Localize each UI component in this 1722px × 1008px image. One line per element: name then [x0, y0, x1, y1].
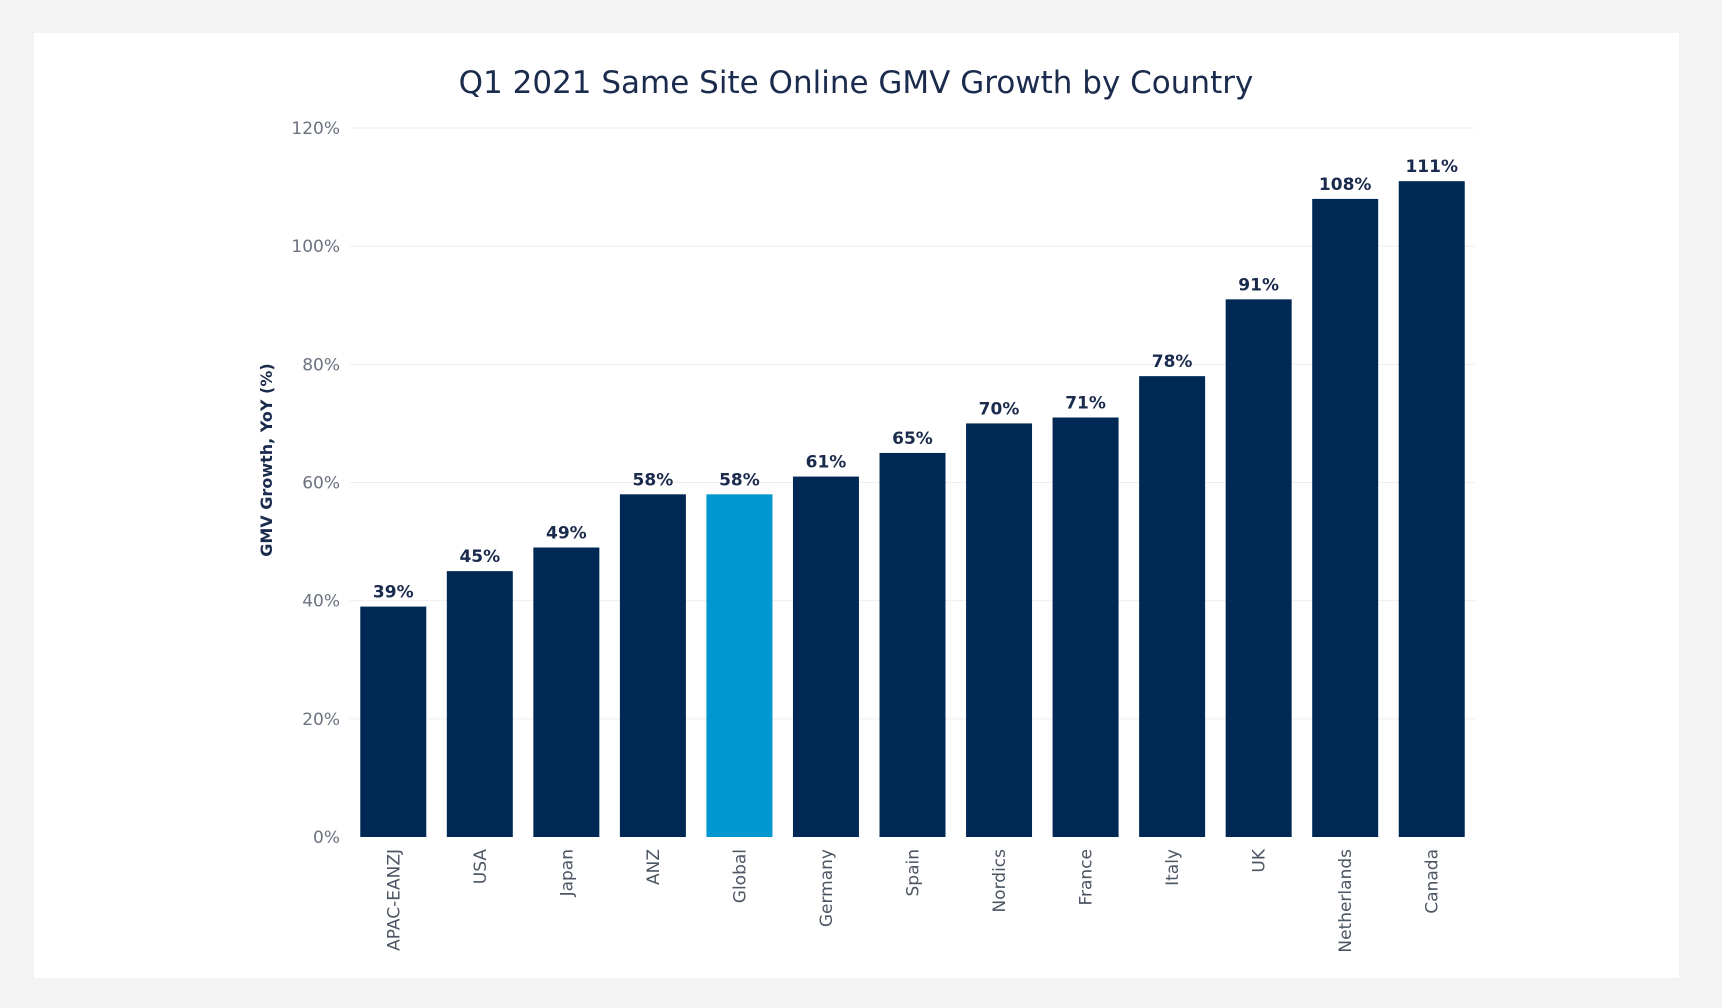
data-label: 91% — [1238, 275, 1279, 295]
x-tick-label: Nordics — [990, 849, 1010, 913]
y-axis-label: GMV Growth, YoY (%) — [257, 363, 276, 556]
y-tick-label: 100% — [291, 237, 340, 257]
y-tick-label: 0% — [313, 828, 340, 848]
x-tick-label: Japan — [557, 849, 577, 897]
data-label: 58% — [633, 470, 674, 490]
x-tick-label: France — [1077, 849, 1097, 906]
y-tick-label: 120% — [291, 119, 340, 139]
x-tick-label: Italy — [1163, 849, 1183, 886]
x-tick-label: Spain — [904, 849, 924, 897]
bar-global — [706, 494, 773, 837]
bar-italy — [1139, 376, 1206, 837]
y-tick-label: 80% — [302, 355, 340, 375]
x-tick-label: Netherlands — [1336, 849, 1356, 953]
data-label: 71% — [1065, 394, 1106, 414]
bar-apac-eanzj — [360, 606, 427, 837]
chart-title: Q1 2021 Same Site Online GMV Growth by C… — [459, 65, 1254, 101]
data-label: 58% — [719, 470, 760, 490]
data-label: 65% — [892, 429, 933, 449]
bar-nordics — [966, 423, 1033, 837]
data-label: 108% — [1319, 175, 1372, 195]
bar-uk — [1225, 299, 1292, 837]
data-label: 61% — [806, 453, 847, 473]
y-tick-label: 20% — [302, 710, 340, 730]
x-tick-label: APAC-EANZJ — [384, 849, 404, 951]
data-label: 45% — [459, 547, 500, 567]
data-label: 111% — [1405, 157, 1458, 177]
bar-spain — [879, 452, 946, 837]
bar-japan — [533, 547, 600, 837]
bar-germany — [792, 476, 859, 837]
bar-canada — [1398, 181, 1465, 838]
x-axis-ticks: APAC-EANZJ USA Japan ANZ Global Germany Spain N… — [384, 848, 1442, 952]
bars — [360, 181, 1465, 838]
data-labels: 39% 45% 49% 58% 58% 61% 65% 70% 71% 78% 91% 108% 111… — [373, 157, 1458, 602]
bar-usa — [446, 571, 513, 837]
data-label: 39% — [373, 583, 414, 603]
bar-netherlands — [1312, 198, 1379, 837]
bar-france — [1052, 417, 1119, 837]
data-label: 49% — [546, 523, 587, 543]
x-tick-label: Germany — [817, 849, 837, 927]
x-tick-label: Canada — [1423, 849, 1443, 914]
x-tick-label: Global — [730, 849, 750, 903]
data-label: 70% — [979, 399, 1020, 419]
x-tick-label: USA — [471, 849, 491, 885]
bar-anz — [619, 494, 686, 837]
data-label: 78% — [1152, 352, 1193, 372]
x-tick-label: UK — [1250, 848, 1270, 872]
x-tick-label: ANZ — [644, 849, 664, 885]
y-axis-ticks: 0% 20% 40% 60% 80% 100% 120% — [291, 119, 340, 848]
y-tick-label: 40% — [302, 592, 340, 612]
y-tick-label: 60% — [302, 474, 340, 494]
